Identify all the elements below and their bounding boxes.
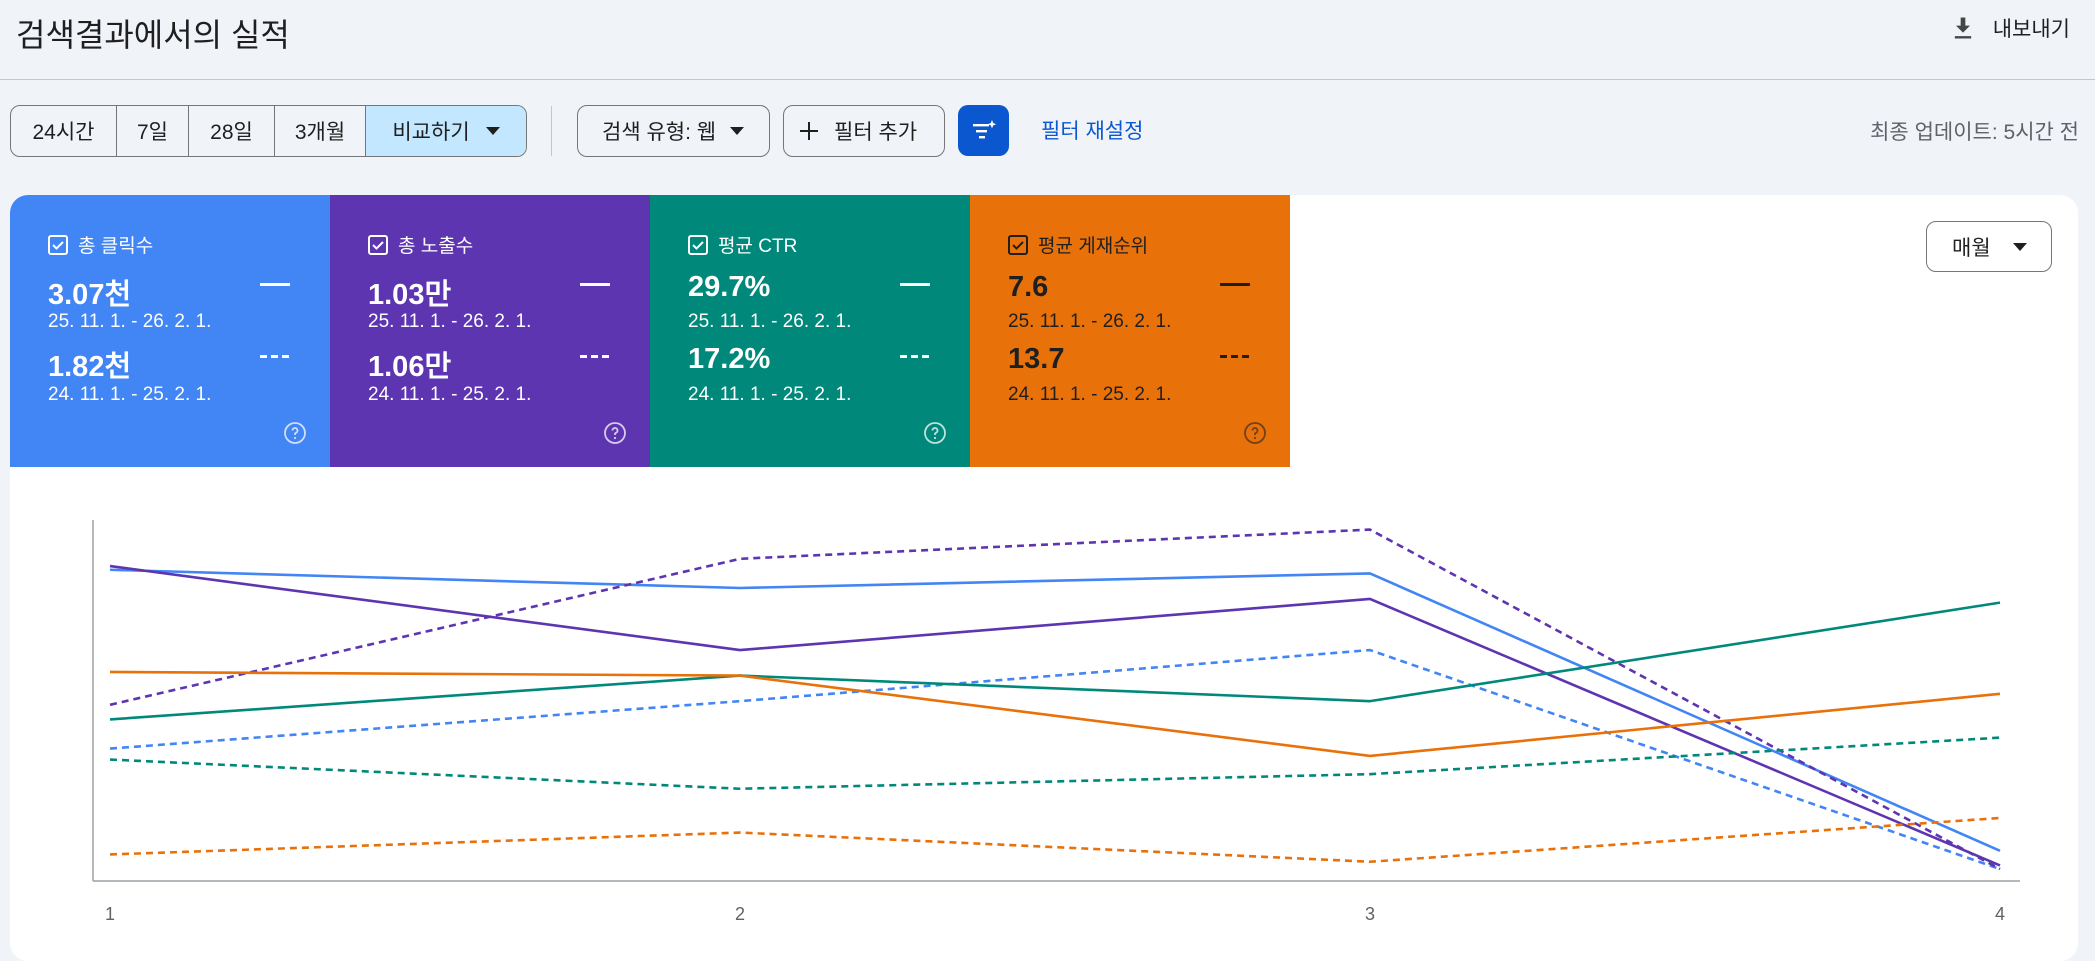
metric-value-previous: 13.7 [1008, 343, 1065, 375]
series-line-ctr-current [109, 601, 2001, 721]
metric-label-row: 평균 CTR [688, 231, 797, 258]
metric-value-previous: 1.06만 [368, 351, 452, 383]
plus-icon [800, 122, 818, 140]
metric-label-row: 총 클릭수 [48, 231, 153, 258]
metric-value-current: 3.07천 [48, 279, 132, 311]
filter-sparkle-icon [972, 119, 996, 138]
download-icon [1954, 17, 1971, 39]
caret-down-icon [730, 127, 745, 135]
caret-down-icon [485, 127, 500, 135]
metric-date-current: 25. 11. 1. - 26. 2. 1. [48, 311, 212, 332]
series-line-clicks-previous [109, 648, 2001, 871]
search-type-label: 검색 유형: 웹 [602, 121, 717, 144]
metric-card-position[interactable]: 평균 게재순위 7.6 25. 11. 1. - 26. 2. 1. 13.7 … [970, 195, 1290, 467]
metric-date-previous: 24. 11. 1. - 25. 2. 1. [368, 384, 532, 405]
metric-card-ctr[interactable]: 평균 CTR 29.7% 25. 11. 1. - 26. 2. 1. 17.2… [650, 195, 970, 467]
metric-value-current: 1.03만 [368, 279, 452, 311]
metric-label: 총 노출수 [398, 236, 474, 257]
checkbox-checked-icon[interactable] [368, 234, 388, 255]
legend-dashed-line [900, 355, 930, 358]
search-type-dropdown[interactable]: 검색 유형: 웹 [577, 105, 770, 157]
metric-value-current: 29.7% [688, 271, 771, 303]
help-icon[interactable] [1243, 421, 1267, 445]
range-24h-button[interactable]: 24시간 [11, 106, 117, 156]
compare-dropdown[interactable]: 비교하기 [366, 106, 526, 156]
toolbar-divider [551, 106, 552, 156]
page-title: 검색결과에서의 실적 [16, 17, 290, 53]
legend-solid-line [1220, 283, 1250, 286]
period-dropdown-label: 매월 [1952, 236, 1991, 260]
series-line-clicks-current [109, 568, 2001, 852]
performance-line-chart: 1 2 3 4 [92, 520, 2020, 924]
help-icon[interactable] [603, 421, 627, 445]
range-28d-button[interactable]: 28일 [189, 106, 275, 156]
metric-date-previous: 24. 11. 1. - 25. 2. 1. [48, 384, 212, 405]
performance-card: 총 클릭수 3.07천 25. 11. 1. - 26. 2. 1. 1.82천… [10, 195, 2078, 961]
compare-label: 비교하기 [392, 121, 470, 144]
metric-date-current: 25. 11. 1. - 26. 2. 1. [368, 311, 532, 332]
metric-value-current: 7.6 [1008, 271, 1049, 303]
metric-date-current: 25. 11. 1. - 26. 2. 1. [688, 311, 852, 332]
metric-value-previous: 1.82천 [48, 351, 132, 383]
x-tick-label: 3 [1365, 904, 1375, 924]
add-filter-button[interactable]: 필터 추가 [783, 105, 945, 157]
export-label: 내보내기 [1992, 18, 2070, 41]
metric-date-previous: 24. 11. 1. - 25. 2. 1. [1008, 384, 1172, 405]
period-dropdown[interactable]: 매월 [1926, 221, 2052, 272]
metric-date-previous: 24. 11. 1. - 25. 2. 1. [688, 384, 852, 405]
help-icon[interactable] [283, 421, 307, 445]
metric-label-row: 평균 게재순위 [1008, 231, 1148, 258]
metric-date-current: 25. 11. 1. - 26. 2. 1. [1008, 311, 1172, 332]
add-filter-label: 필터 추가 [834, 121, 918, 144]
date-range-selector: 24시간 7일 28일 3개월 비교하기 [10, 105, 527, 157]
reset-filters-link[interactable]: 필터 재설정 [1041, 120, 1144, 143]
metric-card-impressions[interactable]: 총 노출수 1.03만 25. 11. 1. - 26. 2. 1. 1.06만… [330, 195, 650, 467]
series-line-position-current [109, 670, 2001, 758]
last-updated-text: 최종 업데이트: 5시간 전 [1870, 121, 2079, 144]
series-line-ctr-previous [109, 736, 2001, 791]
metric-label-row: 총 노출수 [368, 231, 473, 258]
checkbox-checked-icon[interactable] [48, 234, 68, 255]
legend-solid-line [900, 283, 930, 286]
series-line-impressions-current [109, 564, 2001, 867]
series-line-position-previous [109, 816, 2001, 864]
x-tick-label: 1 [105, 904, 115, 924]
series-line-impressions-previous [109, 528, 2001, 871]
metric-label: 평균 CTR [718, 236, 798, 257]
range-3m-button[interactable]: 3개월 [275, 106, 366, 156]
legend-dashed-line [1220, 355, 1250, 358]
metric-label: 평균 게재순위 [1038, 236, 1149, 257]
legend-dashed-line [260, 355, 290, 358]
metric-value-previous: 17.2% [688, 343, 771, 375]
legend-solid-line [260, 283, 290, 286]
x-tick-label: 4 [1995, 904, 2005, 924]
export-button[interactable]: 내보내기 [1949, 8, 2070, 48]
range-7d-button[interactable]: 7일 [117, 106, 189, 156]
filter-assist-button[interactable] [958, 105, 1009, 156]
help-icon[interactable] [923, 421, 947, 445]
legend-solid-line [580, 283, 610, 286]
metric-card-clicks[interactable]: 총 클릭수 3.07천 25. 11. 1. - 26. 2. 1. 1.82천… [10, 195, 330, 467]
caret-down-icon [2012, 242, 2027, 251]
page-header: 검색결과에서의 실적 내보내기 [0, 0, 2095, 80]
checkbox-checked-icon[interactable] [688, 234, 708, 255]
x-tick-label: 2 [735, 904, 745, 924]
checkbox-checked-icon[interactable] [1008, 234, 1028, 255]
legend-dashed-line [580, 355, 610, 358]
metric-label: 총 클릭수 [78, 236, 154, 257]
